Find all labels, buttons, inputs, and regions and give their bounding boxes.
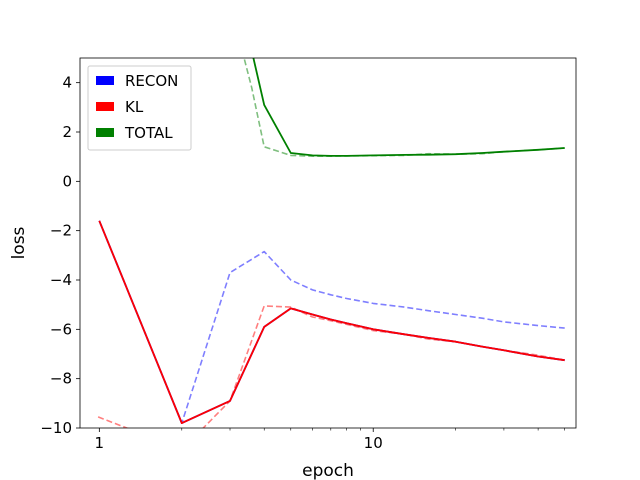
x-tick-label: 10 bbox=[364, 434, 383, 452]
y-tick-label: −10 bbox=[40, 419, 72, 437]
legend-swatch-kl bbox=[96, 102, 114, 111]
x-tick-label: 1 bbox=[95, 434, 105, 452]
series-line-total bbox=[252, 58, 565, 157]
ticks-layer: 4 2 0 −2 −4 −6 −8 −10 1 10 bbox=[40, 74, 565, 452]
y-tick-label: 2 bbox=[62, 123, 72, 141]
series-line-kl bbox=[98, 220, 565, 425]
y-tick-label: −6 bbox=[50, 320, 72, 338]
y-tick-label: 0 bbox=[62, 172, 72, 190]
legend-swatch-recon bbox=[96, 76, 114, 85]
y-axis-label: loss bbox=[9, 226, 29, 259]
legend-label-total: TOTAL bbox=[124, 124, 173, 142]
legend-label-kl: KL bbox=[125, 98, 144, 116]
legend-label-recon: RECON bbox=[125, 72, 178, 90]
x-axis-label: epoch bbox=[302, 461, 354, 480]
series-line-recon-val bbox=[98, 220, 565, 424]
y-tick-label: 4 bbox=[62, 74, 72, 92]
series-layer bbox=[97, 58, 565, 428]
legend-swatch-total bbox=[96, 128, 114, 137]
y-tick-label: −4 bbox=[50, 271, 72, 289]
y-tick-label: −2 bbox=[50, 222, 72, 240]
legend: RECON KL TOTAL bbox=[87, 65, 192, 151]
plot-frame bbox=[79, 57, 577, 429]
y-tick-label: −8 bbox=[50, 370, 72, 388]
